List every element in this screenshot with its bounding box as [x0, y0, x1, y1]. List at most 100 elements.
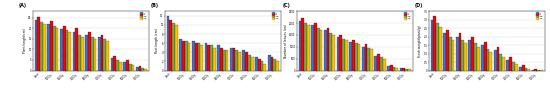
Bar: [469, 40, 471, 70]
Bar: [261, 61, 263, 70]
Bar: [329, 33, 332, 70]
Bar: [119, 62, 122, 70]
Bar: [408, 69, 411, 70]
Y-axis label: Fresh weight(plant/g): Fresh weight(plant/g): [418, 25, 422, 57]
Bar: [213, 48, 216, 70]
Bar: [494, 50, 497, 70]
Bar: [487, 49, 490, 70]
Bar: [188, 43, 190, 70]
Bar: [43, 24, 46, 70]
Bar: [307, 25, 310, 70]
Bar: [182, 41, 185, 70]
Bar: [502, 57, 505, 70]
Bar: [131, 65, 134, 70]
Bar: [393, 67, 395, 70]
Bar: [113, 56, 116, 70]
Bar: [362, 47, 365, 70]
Bar: [139, 66, 141, 70]
Bar: [169, 20, 172, 70]
Legend: C-1, C-2, C-1B, C-7B: C-1, C-2, C-1B, C-7B: [140, 12, 148, 20]
Bar: [477, 47, 480, 70]
Bar: [461, 40, 464, 70]
Legend: C-1, C-2, C-1B, C-7B: C-1, C-2, C-1B, C-7B: [536, 12, 544, 20]
Bar: [91, 37, 94, 70]
Bar: [311, 25, 314, 70]
Bar: [258, 59, 261, 70]
Bar: [377, 54, 380, 70]
Bar: [88, 32, 91, 70]
Bar: [449, 37, 452, 70]
Bar: [332, 35, 335, 70]
Bar: [98, 37, 101, 70]
Bar: [220, 48, 223, 70]
Text: (D): (D): [415, 3, 424, 8]
Bar: [94, 39, 96, 70]
Bar: [383, 59, 386, 70]
Bar: [40, 22, 43, 70]
Bar: [50, 21, 53, 70]
Bar: [339, 35, 342, 70]
Bar: [235, 50, 238, 70]
Bar: [484, 42, 487, 70]
Bar: [405, 69, 408, 70]
Bar: [367, 48, 370, 70]
Y-axis label: Number of leaves (ea): Number of leaves (ea): [284, 24, 288, 58]
Y-axis label: Plant height(cm): Plant height(cm): [23, 28, 27, 53]
Bar: [192, 41, 195, 70]
Y-axis label: Root length (cm): Root length (cm): [155, 28, 159, 53]
Bar: [248, 55, 251, 70]
Bar: [111, 58, 113, 70]
Bar: [35, 20, 37, 70]
Bar: [167, 16, 169, 70]
Bar: [179, 39, 182, 70]
Bar: [129, 64, 131, 70]
Bar: [471, 37, 474, 70]
Bar: [349, 42, 352, 70]
Bar: [263, 64, 266, 70]
Bar: [456, 37, 459, 70]
Bar: [85, 35, 88, 70]
Bar: [314, 23, 317, 70]
Bar: [60, 29, 63, 70]
Bar: [175, 25, 178, 70]
Bar: [352, 40, 355, 70]
Bar: [101, 35, 103, 70]
Bar: [512, 62, 515, 70]
Text: (B): (B): [151, 3, 159, 8]
Bar: [255, 57, 258, 70]
Bar: [355, 43, 358, 70]
Bar: [185, 41, 188, 70]
Bar: [387, 66, 390, 70]
Legend: C-1, C-2, C-1B, C-7B: C-1, C-2, C-1B, C-7B: [404, 12, 412, 20]
Bar: [271, 57, 273, 70]
Bar: [535, 69, 537, 70]
Bar: [103, 39, 106, 70]
Bar: [375, 56, 377, 70]
Bar: [205, 43, 207, 70]
Text: (A): (A): [19, 3, 27, 8]
Bar: [522, 65, 525, 70]
Bar: [527, 69, 530, 70]
Bar: [144, 69, 147, 70]
Bar: [243, 50, 245, 70]
Bar: [342, 39, 345, 70]
Bar: [233, 48, 235, 70]
Bar: [63, 26, 65, 70]
Bar: [47, 24, 50, 70]
Bar: [464, 43, 467, 70]
Bar: [172, 23, 175, 70]
Bar: [370, 49, 373, 70]
Bar: [509, 57, 512, 70]
Bar: [251, 57, 254, 70]
Legend: C-1, C-2, C-1B, C-7B: C-1, C-2, C-1B, C-7B: [272, 12, 280, 20]
Bar: [197, 43, 200, 70]
Bar: [380, 57, 383, 70]
Bar: [195, 43, 197, 70]
Bar: [73, 32, 75, 70]
Bar: [515, 64, 518, 70]
Bar: [317, 28, 320, 70]
Bar: [499, 54, 502, 70]
Bar: [459, 33, 461, 70]
Bar: [299, 21, 301, 70]
Text: (C): (C): [283, 3, 291, 8]
